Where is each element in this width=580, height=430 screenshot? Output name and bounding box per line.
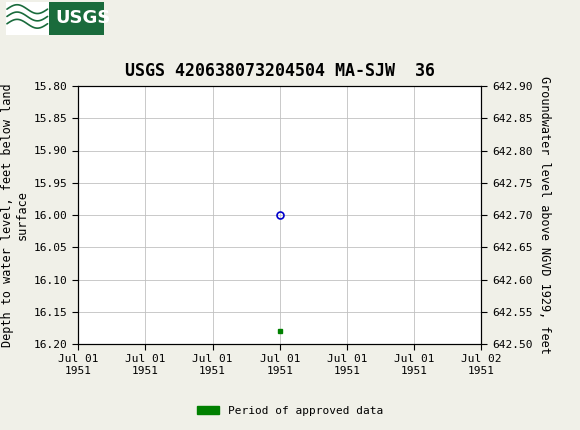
Y-axis label: Depth to water level, feet below land
surface: Depth to water level, feet below land su… (1, 83, 28, 347)
Bar (6, 2, 104, 35)
Y-axis label: Groundwater level above NGVD 1929, feet: Groundwater level above NGVD 1929, feet (538, 76, 551, 354)
Text: USGS: USGS (55, 9, 110, 27)
Bar (6, 2, 49, 35)
Title: USGS 420638073204504 MA-SJW  36: USGS 420638073204504 MA-SJW 36 (125, 62, 435, 80)
Legend: Period of approved data: Period of approved data (193, 401, 387, 420)
